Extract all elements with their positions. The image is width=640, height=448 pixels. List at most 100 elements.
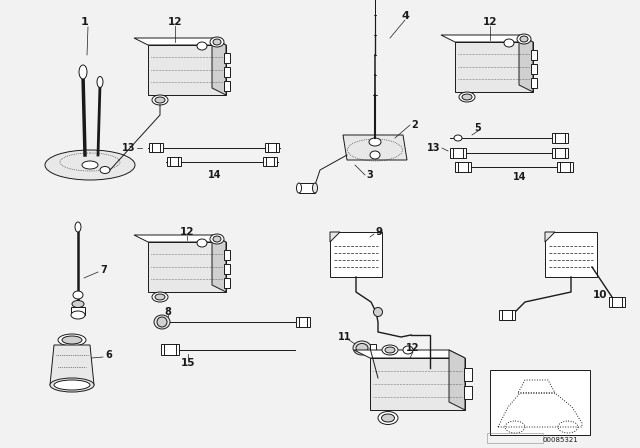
Ellipse shape bbox=[157, 317, 167, 327]
Ellipse shape bbox=[312, 183, 317, 193]
Bar bbox=[531, 78, 537, 88]
Text: 14: 14 bbox=[208, 170, 221, 180]
Ellipse shape bbox=[197, 239, 207, 247]
Ellipse shape bbox=[152, 292, 168, 302]
Polygon shape bbox=[545, 232, 597, 277]
Polygon shape bbox=[134, 235, 226, 242]
Polygon shape bbox=[50, 345, 94, 385]
Polygon shape bbox=[148, 242, 226, 292]
Ellipse shape bbox=[54, 380, 90, 390]
Ellipse shape bbox=[71, 311, 85, 319]
Bar bbox=[263, 158, 277, 167]
Polygon shape bbox=[449, 350, 465, 410]
Text: 00085321: 00085321 bbox=[542, 437, 578, 443]
Ellipse shape bbox=[374, 307, 383, 316]
Polygon shape bbox=[330, 232, 382, 277]
Ellipse shape bbox=[454, 135, 462, 141]
Ellipse shape bbox=[356, 344, 368, 353]
Polygon shape bbox=[212, 235, 226, 292]
Ellipse shape bbox=[385, 347, 395, 353]
Ellipse shape bbox=[72, 301, 84, 307]
Text: 12: 12 bbox=[406, 343, 420, 353]
Bar bbox=[557, 162, 573, 172]
Ellipse shape bbox=[62, 336, 82, 344]
Bar bbox=[265, 143, 279, 152]
Text: 10: 10 bbox=[593, 290, 607, 300]
Bar bbox=[487, 433, 543, 443]
Text: 11: 11 bbox=[339, 332, 352, 342]
Bar bbox=[71, 307, 85, 315]
Bar bbox=[224, 81, 230, 91]
Ellipse shape bbox=[504, 39, 514, 47]
Bar bbox=[464, 368, 472, 381]
Text: 13: 13 bbox=[122, 143, 135, 153]
Text: 12: 12 bbox=[180, 227, 195, 237]
Ellipse shape bbox=[517, 34, 531, 44]
Polygon shape bbox=[148, 45, 226, 95]
Ellipse shape bbox=[462, 94, 472, 100]
Polygon shape bbox=[343, 135, 407, 160]
Ellipse shape bbox=[369, 138, 381, 146]
Polygon shape bbox=[330, 232, 340, 242]
Ellipse shape bbox=[296, 183, 301, 193]
Ellipse shape bbox=[403, 346, 413, 354]
Polygon shape bbox=[354, 350, 465, 358]
Bar bbox=[370, 344, 376, 352]
Ellipse shape bbox=[79, 65, 87, 79]
Polygon shape bbox=[519, 35, 533, 92]
Text: 3: 3 bbox=[367, 170, 373, 180]
Ellipse shape bbox=[154, 315, 170, 329]
Bar bbox=[609, 297, 625, 307]
Text: 6: 6 bbox=[105, 350, 112, 360]
Bar bbox=[167, 158, 181, 167]
Ellipse shape bbox=[58, 334, 86, 346]
Text: 9: 9 bbox=[375, 227, 382, 237]
Bar bbox=[149, 143, 163, 152]
Polygon shape bbox=[134, 38, 226, 45]
Bar bbox=[499, 310, 515, 320]
Bar bbox=[224, 53, 230, 63]
Polygon shape bbox=[441, 35, 533, 42]
Ellipse shape bbox=[75, 222, 81, 232]
Polygon shape bbox=[455, 42, 533, 92]
Bar bbox=[552, 133, 568, 143]
Bar bbox=[531, 50, 537, 60]
Ellipse shape bbox=[197, 42, 207, 50]
Ellipse shape bbox=[155, 294, 165, 300]
Text: 14: 14 bbox=[513, 172, 527, 182]
Ellipse shape bbox=[210, 37, 224, 47]
Ellipse shape bbox=[370, 151, 380, 159]
Text: 1: 1 bbox=[81, 17, 89, 27]
Text: 13: 13 bbox=[426, 143, 440, 153]
Bar bbox=[552, 148, 568, 158]
Bar bbox=[464, 386, 472, 399]
Ellipse shape bbox=[353, 341, 371, 355]
Text: 12: 12 bbox=[168, 17, 182, 27]
Polygon shape bbox=[212, 38, 226, 95]
Bar bbox=[531, 64, 537, 74]
Ellipse shape bbox=[100, 167, 110, 173]
Ellipse shape bbox=[459, 92, 475, 102]
Text: 5: 5 bbox=[475, 123, 481, 133]
Ellipse shape bbox=[210, 234, 224, 244]
Text: 2: 2 bbox=[412, 120, 419, 130]
Text: 12: 12 bbox=[483, 17, 497, 27]
Ellipse shape bbox=[213, 236, 221, 242]
Ellipse shape bbox=[152, 95, 168, 105]
Ellipse shape bbox=[378, 412, 398, 425]
Bar bbox=[224, 67, 230, 77]
Bar bbox=[450, 148, 466, 158]
Ellipse shape bbox=[45, 150, 135, 180]
Text: 7: 7 bbox=[100, 265, 107, 275]
Bar bbox=[224, 250, 230, 260]
Bar bbox=[490, 370, 590, 435]
Text: 15: 15 bbox=[180, 358, 195, 368]
Ellipse shape bbox=[50, 378, 94, 392]
Bar bbox=[296, 317, 310, 327]
Ellipse shape bbox=[520, 36, 528, 42]
Ellipse shape bbox=[155, 97, 165, 103]
Ellipse shape bbox=[97, 77, 103, 87]
Bar bbox=[299, 183, 315, 193]
Ellipse shape bbox=[213, 39, 221, 45]
Text: 4: 4 bbox=[401, 11, 409, 21]
